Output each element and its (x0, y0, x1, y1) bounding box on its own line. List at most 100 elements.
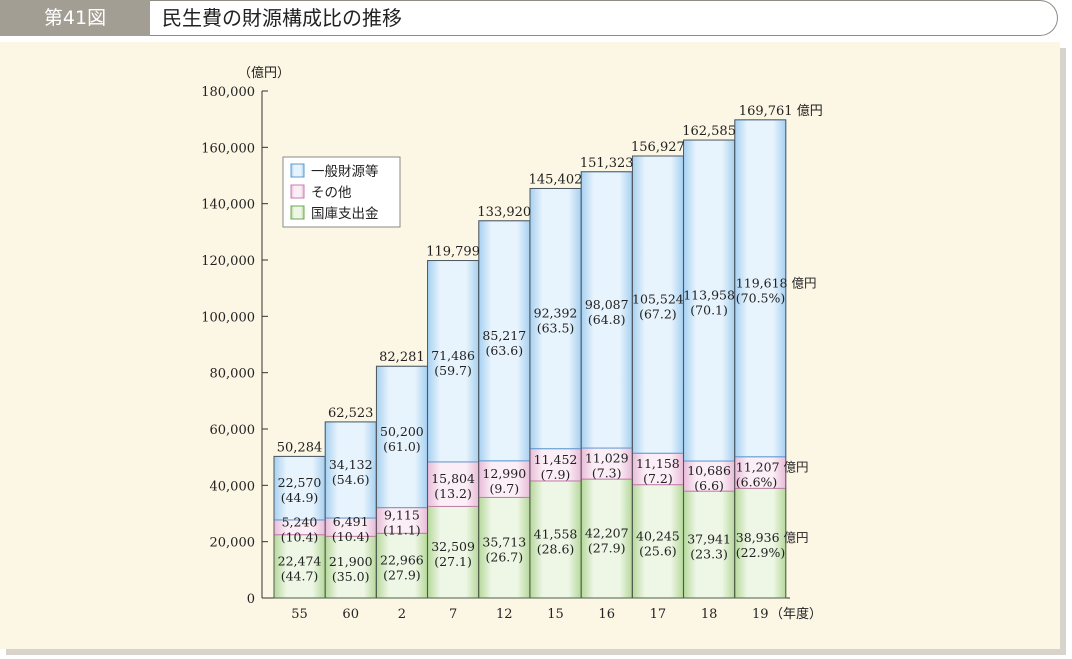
percent-label: (27.1) (434, 554, 472, 569)
percent-label: (59.7) (434, 363, 472, 378)
percent-label: (63.6) (486, 343, 524, 358)
bar-segment (631, 155, 684, 454)
x-tick-label: 17 (650, 607, 667, 622)
data-label: 50,200 (380, 424, 424, 439)
y-tick-label: 80,000 (210, 367, 256, 382)
data-label: 37,941 (687, 532, 731, 547)
data-label: 105,524 (632, 292, 684, 307)
data-label: 12,990 (482, 466, 526, 481)
data-label: 85,217 (482, 328, 526, 343)
total-label: 50,284 (277, 440, 323, 455)
y-tick-label: 0 (247, 592, 255, 607)
data-label: 21,900 (329, 554, 373, 569)
percent-label: (64.8) (588, 312, 626, 327)
legend-swatch (290, 205, 305, 220)
x-tick-label: 12 (496, 607, 513, 622)
total-label: 82,281 (379, 350, 425, 365)
percent-label: (23.3) (690, 547, 728, 562)
percent-label: (27.9) (383, 568, 421, 583)
data-label: 34,132 (329, 457, 373, 472)
y-tick-label: 100,000 (201, 310, 255, 325)
percent-label: (44.7) (281, 568, 319, 583)
data-label: 6,491 (333, 514, 369, 529)
bar-segment (580, 447, 633, 480)
data-label: 42,207 (585, 526, 629, 541)
bar-segment (734, 456, 787, 489)
percent-label: (6.6) (694, 478, 724, 493)
bar-segment (580, 478, 633, 599)
percent-label: (9.7) (489, 481, 519, 496)
figure-header (0, 0, 1058, 36)
x-tick-label: 2 (398, 607, 406, 622)
x-tick-label: 7 (449, 607, 457, 622)
percent-label: (28.6) (537, 541, 575, 556)
percent-label: (67.2) (639, 307, 677, 322)
data-label: 98,087 (585, 297, 629, 312)
data-label: 40,245 (636, 528, 680, 543)
percent-label: (44.9) (281, 490, 319, 505)
data-label: 22,966 (380, 553, 424, 568)
y-tick-label: 180,000 (201, 85, 255, 100)
y-axis-unit: （億円） (238, 65, 290, 81)
chart-title: 民生費の財源構成比の推移 (162, 6, 402, 30)
data-label: 11,452 (534, 452, 578, 467)
data-label: 11,029 (585, 451, 629, 466)
percent-label: (70.5%) (736, 290, 785, 305)
percent-label: (13.2) (434, 486, 472, 501)
percent-label: (6.6%) (736, 475, 778, 490)
x-tick-label: 16 (598, 607, 615, 622)
data-label: 11,158 (636, 456, 680, 471)
total-label: 169,761 億円 (739, 103, 823, 119)
total-label: 133,920 (477, 205, 531, 220)
bar-segment (375, 532, 428, 599)
data-label: 35,713 (482, 535, 526, 550)
percent-label: (61.0) (383, 439, 421, 454)
bar-segment (324, 421, 377, 519)
x-tick-label: 19 (752, 607, 769, 622)
percent-label: (10.4) (332, 529, 370, 544)
total-label: 156,927 (631, 140, 685, 155)
legend-swatch (290, 163, 305, 178)
x-tick-label: 55 (291, 607, 308, 622)
bar-segment (631, 452, 684, 486)
total-label: 162,585 (682, 124, 736, 139)
bar-segment (529, 448, 582, 482)
y-tick-label: 120,000 (201, 254, 255, 269)
data-label: 119,618 億円 (736, 275, 817, 290)
percent-label: (25.6) (639, 543, 677, 558)
data-label: 5,240 (282, 514, 318, 529)
total-label: 151,323 (580, 156, 634, 171)
percent-label: (11.1) (383, 522, 421, 537)
legend-label: その他 (311, 185, 352, 201)
percent-label: (7.2) (643, 471, 673, 486)
data-label: 38,936 億円 (736, 530, 809, 545)
data-label: 32,509 (431, 539, 475, 554)
bar-segment (427, 461, 480, 507)
bar-segment (734, 487, 787, 599)
data-label: 15,804 (431, 471, 475, 486)
data-label: 71,486 (431, 348, 475, 363)
total-label: 62,523 (328, 406, 374, 421)
bar-segment (427, 260, 480, 463)
data-label: 11,207 億円 (736, 460, 809, 475)
bar-segment (529, 187, 582, 450)
data-label: 10,686 (687, 463, 731, 478)
percent-label: (35.0) (332, 569, 370, 584)
bar-segment (427, 505, 480, 599)
percent-label: (27.9) (588, 541, 626, 556)
x-tick-label: 15 (547, 607, 564, 622)
legend-label: 国庫支出金 (311, 206, 379, 222)
percent-label: (63.5) (537, 321, 575, 336)
data-label: 22,474 (278, 553, 322, 568)
data-label: 113,958 (683, 288, 735, 303)
data-label: 22,570 (278, 475, 322, 490)
percent-label: (26.7) (486, 550, 524, 565)
y-tick-label: 160,000 (201, 141, 255, 156)
bar-outline (734, 119, 787, 599)
data-label: 92,392 (534, 306, 578, 321)
x-axis-unit: （年度） (770, 606, 822, 622)
percent-label: (54.6) (332, 472, 370, 487)
